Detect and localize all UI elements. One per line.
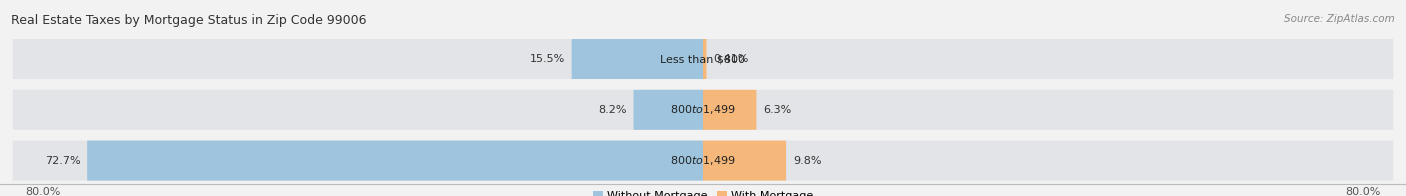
FancyBboxPatch shape — [572, 39, 703, 79]
Text: 80.0%: 80.0% — [25, 187, 60, 196]
Text: Less than $800: Less than $800 — [661, 54, 745, 64]
Text: 15.5%: 15.5% — [530, 54, 565, 64]
FancyBboxPatch shape — [13, 141, 1393, 181]
Text: 8.2%: 8.2% — [599, 105, 627, 115]
FancyBboxPatch shape — [703, 39, 707, 79]
FancyBboxPatch shape — [13, 90, 1393, 130]
Text: $800 to $1,499: $800 to $1,499 — [671, 154, 735, 167]
FancyBboxPatch shape — [87, 141, 703, 181]
Text: 6.3%: 6.3% — [763, 105, 792, 115]
Legend: Without Mortgage, With Mortgage: Without Mortgage, With Mortgage — [593, 191, 813, 196]
Text: 9.8%: 9.8% — [793, 156, 821, 166]
Text: Source: ZipAtlas.com: Source: ZipAtlas.com — [1284, 14, 1395, 24]
FancyBboxPatch shape — [703, 141, 786, 181]
Text: 0.41%: 0.41% — [713, 54, 748, 64]
Text: $800 to $1,499: $800 to $1,499 — [671, 103, 735, 116]
FancyBboxPatch shape — [634, 90, 703, 130]
Text: 80.0%: 80.0% — [1346, 187, 1381, 196]
Text: 72.7%: 72.7% — [45, 156, 80, 166]
Text: Real Estate Taxes by Mortgage Status in Zip Code 99006: Real Estate Taxes by Mortgage Status in … — [11, 14, 367, 27]
FancyBboxPatch shape — [703, 90, 756, 130]
FancyBboxPatch shape — [13, 39, 1393, 79]
